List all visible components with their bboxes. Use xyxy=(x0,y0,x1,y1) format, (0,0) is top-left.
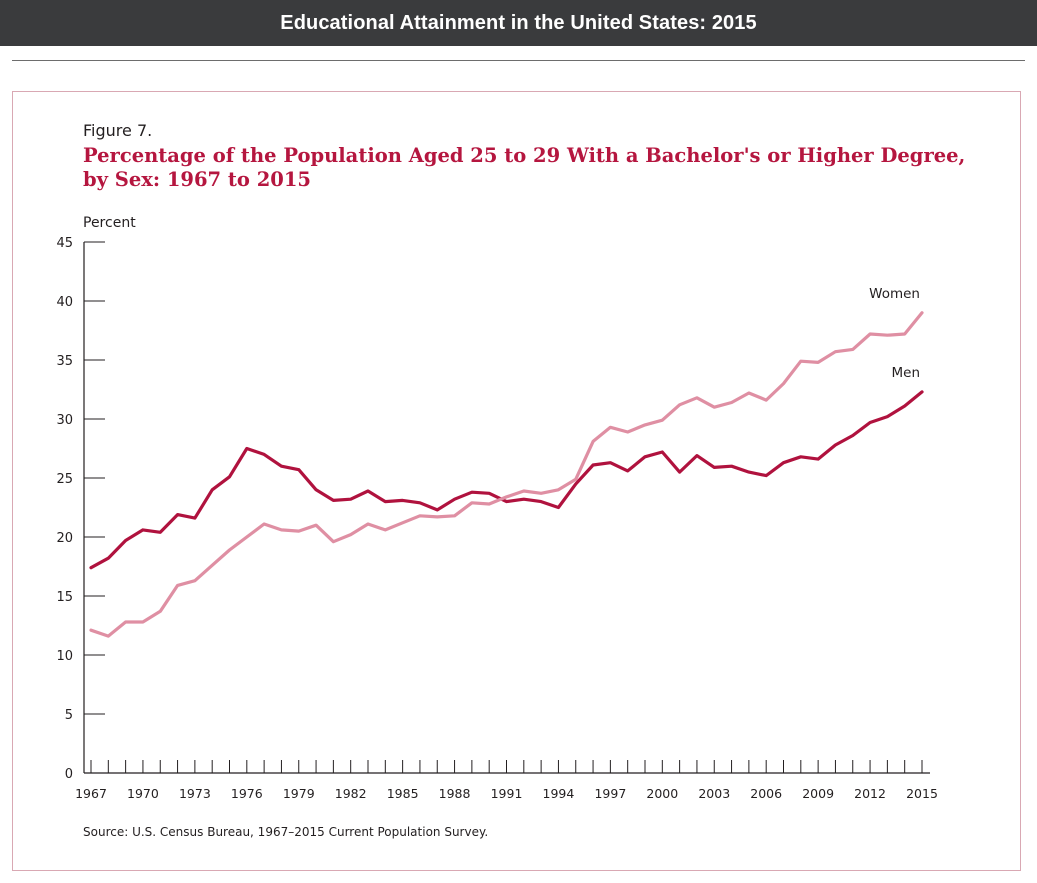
figure-frame xyxy=(12,91,1021,871)
y-tick-label: 30 xyxy=(56,413,73,428)
y-tick-label: 15 xyxy=(56,590,73,605)
x-tick-label: 2015 xyxy=(906,786,938,801)
series-line-men xyxy=(89,390,924,570)
top-bar: Educational Attainment in the United Sta… xyxy=(0,0,1037,46)
figure-title-line-2: by Sex: 1967 to 2015 xyxy=(83,168,311,191)
x-tick-label: 1967 xyxy=(75,786,107,801)
y-tick-label: 40 xyxy=(56,295,73,310)
x-tick-label: 1982 xyxy=(335,786,367,801)
y-tick-label: 20 xyxy=(56,531,73,546)
series-label-women: Women xyxy=(869,286,920,302)
x-tick-label: 2000 xyxy=(646,786,678,801)
y-tick-label: 0 xyxy=(65,767,73,782)
x-tick-label: 1970 xyxy=(127,786,159,801)
x-tick-label: 2006 xyxy=(750,786,782,801)
series-line-women xyxy=(89,311,924,638)
source-note: Source: U.S. Census Bureau, 1967–2015 Cu… xyxy=(83,825,489,839)
x-tick-label: 1991 xyxy=(491,786,523,801)
y-tick-label: 5 xyxy=(65,708,73,723)
x-tick-label: 1973 xyxy=(179,786,211,801)
x-tick-label: 1997 xyxy=(594,786,626,801)
figure-title: Percentage of the Population Aged 25 to … xyxy=(83,144,1003,192)
y-tick-label: 45 xyxy=(56,236,73,251)
x-tick-label: 1994 xyxy=(543,786,575,801)
y-tick-label: 25 xyxy=(56,472,73,487)
series-label-men: Men xyxy=(891,365,920,381)
x-tick-label: 1976 xyxy=(231,786,263,801)
y-axis-label: Percent xyxy=(83,215,136,231)
y-tick-label: 35 xyxy=(56,354,73,369)
x-tick-label: 1988 xyxy=(439,786,471,801)
x-tick-label: 2012 xyxy=(854,786,886,801)
x-tick-label: 1979 xyxy=(283,786,315,801)
x-tick-label: 2009 xyxy=(802,786,834,801)
figure-label: Figure 7. xyxy=(83,121,153,140)
x-tick-label: 2003 xyxy=(698,786,730,801)
y-tick-label: 10 xyxy=(56,649,73,664)
header-divider xyxy=(12,60,1025,61)
page-title: Educational Attainment in the United Sta… xyxy=(280,11,757,34)
x-tick-label: 1985 xyxy=(387,786,419,801)
figure-title-line-1: Percentage of the Population Aged 25 to … xyxy=(83,144,966,167)
